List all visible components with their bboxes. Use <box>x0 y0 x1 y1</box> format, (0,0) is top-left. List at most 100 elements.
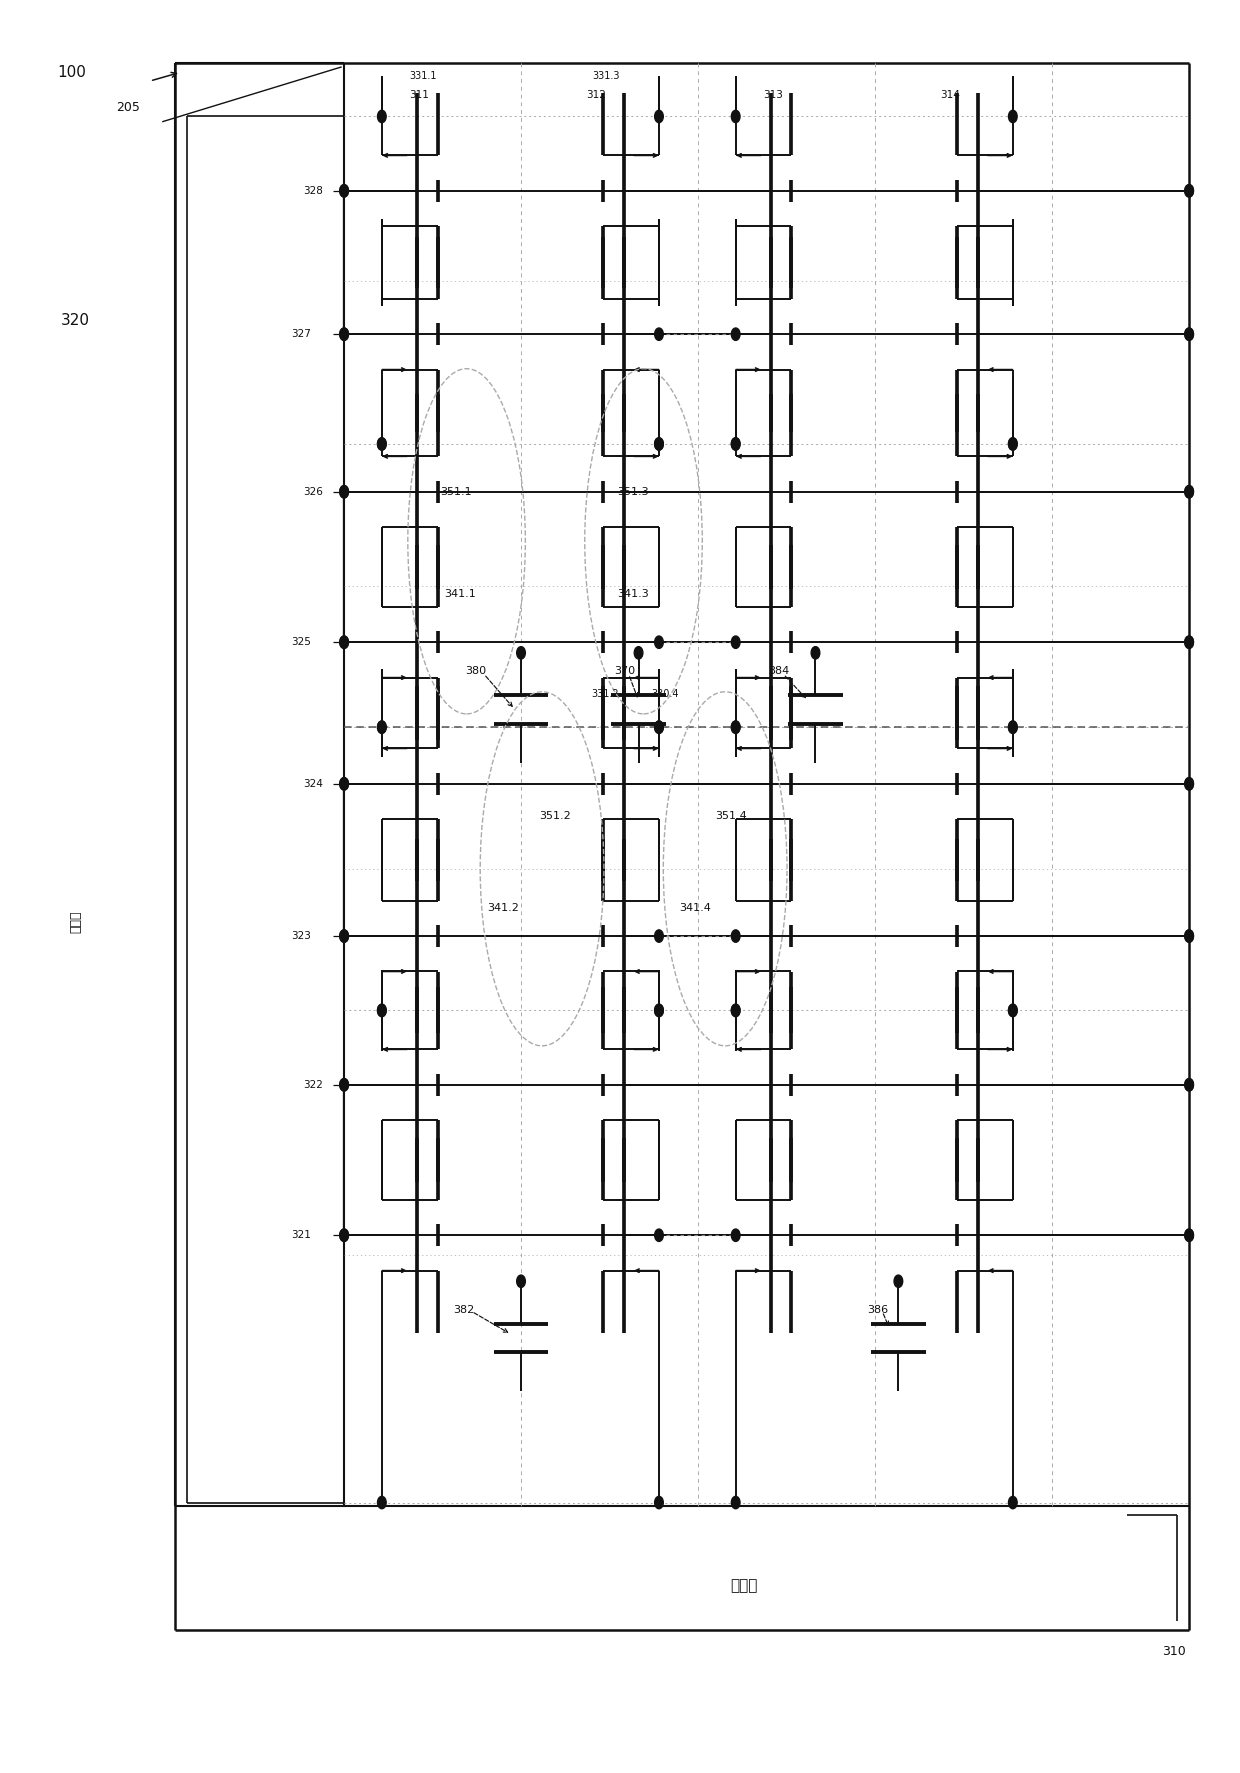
Text: 314: 314 <box>940 90 960 101</box>
Text: 列输出: 列输出 <box>69 911 82 933</box>
Circle shape <box>732 1229 740 1241</box>
Text: 341.3: 341.3 <box>618 589 650 599</box>
Circle shape <box>377 438 386 450</box>
Text: 331.3: 331.3 <box>593 71 620 82</box>
Circle shape <box>340 778 348 791</box>
Circle shape <box>732 637 740 649</box>
Text: 351.3: 351.3 <box>618 488 650 496</box>
Circle shape <box>1008 1004 1017 1016</box>
Circle shape <box>377 438 386 450</box>
Circle shape <box>732 110 740 122</box>
Bar <box>343 1505 1189 1629</box>
Circle shape <box>1184 184 1193 197</box>
Circle shape <box>1184 929 1193 941</box>
Text: 331.2: 331.2 <box>591 688 619 699</box>
Circle shape <box>1008 438 1017 450</box>
Circle shape <box>732 1004 740 1016</box>
Circle shape <box>732 1004 740 1016</box>
Circle shape <box>655 438 663 450</box>
Circle shape <box>340 929 348 941</box>
Circle shape <box>655 1229 663 1241</box>
Circle shape <box>655 1004 663 1016</box>
Text: 310: 310 <box>1162 1645 1185 1658</box>
Circle shape <box>1184 637 1193 649</box>
Circle shape <box>377 1004 386 1016</box>
Text: 386: 386 <box>868 1305 889 1314</box>
Text: 351.4: 351.4 <box>715 810 746 821</box>
Circle shape <box>1184 778 1193 791</box>
Text: 351.1: 351.1 <box>440 488 472 496</box>
Circle shape <box>340 328 348 340</box>
Circle shape <box>377 722 386 734</box>
Text: 205: 205 <box>117 101 140 113</box>
Circle shape <box>732 438 740 450</box>
Circle shape <box>340 486 348 498</box>
Circle shape <box>377 110 386 122</box>
Text: 313: 313 <box>764 90 784 101</box>
Circle shape <box>377 1496 386 1509</box>
Circle shape <box>655 110 663 122</box>
Circle shape <box>340 637 348 649</box>
Circle shape <box>894 1275 903 1287</box>
Text: 330.4: 330.4 <box>651 688 678 699</box>
Bar <box>175 64 343 1505</box>
Circle shape <box>655 438 663 450</box>
Circle shape <box>732 722 740 734</box>
Circle shape <box>1008 722 1017 734</box>
Circle shape <box>732 722 740 734</box>
Circle shape <box>340 1078 348 1090</box>
Circle shape <box>1008 110 1017 122</box>
Circle shape <box>655 637 663 649</box>
Circle shape <box>1184 1078 1193 1090</box>
Circle shape <box>655 722 663 734</box>
Circle shape <box>1184 328 1193 340</box>
Circle shape <box>340 1229 348 1241</box>
Circle shape <box>655 328 663 340</box>
Text: 衬底引: 衬底引 <box>730 1578 758 1594</box>
Circle shape <box>1008 438 1017 450</box>
Text: 328: 328 <box>304 186 324 195</box>
Circle shape <box>340 637 348 649</box>
Circle shape <box>340 184 348 197</box>
Circle shape <box>340 1078 348 1090</box>
Circle shape <box>340 929 348 941</box>
Circle shape <box>517 1275 526 1287</box>
Text: 322: 322 <box>304 1080 324 1090</box>
Circle shape <box>340 778 348 791</box>
Circle shape <box>1008 722 1017 734</box>
Circle shape <box>655 722 663 734</box>
Circle shape <box>1184 778 1193 791</box>
Circle shape <box>732 929 740 941</box>
Circle shape <box>340 184 348 197</box>
Circle shape <box>1184 637 1193 649</box>
Text: 321: 321 <box>291 1230 311 1241</box>
Circle shape <box>1008 1004 1017 1016</box>
Circle shape <box>1184 1078 1193 1090</box>
Circle shape <box>1184 486 1193 498</box>
Text: 100: 100 <box>57 64 86 80</box>
Circle shape <box>732 328 740 340</box>
Circle shape <box>732 438 740 450</box>
Text: 341.2: 341.2 <box>487 902 520 913</box>
Text: 331.1: 331.1 <box>409 71 438 82</box>
Circle shape <box>340 328 348 340</box>
Circle shape <box>655 929 663 941</box>
Circle shape <box>1184 184 1193 197</box>
Circle shape <box>340 1229 348 1241</box>
Text: 326: 326 <box>304 488 324 496</box>
Text: 370: 370 <box>614 665 635 676</box>
Text: 341.1: 341.1 <box>444 589 476 599</box>
Text: 325: 325 <box>291 637 311 647</box>
Text: 324: 324 <box>304 778 324 789</box>
Circle shape <box>517 647 526 660</box>
Circle shape <box>1184 1229 1193 1241</box>
Circle shape <box>811 647 820 660</box>
Text: 380: 380 <box>465 665 486 676</box>
Circle shape <box>377 1004 386 1016</box>
Text: 327: 327 <box>291 330 311 339</box>
Circle shape <box>1184 1229 1193 1241</box>
Text: 311: 311 <box>409 90 429 101</box>
Text: 384: 384 <box>769 665 790 676</box>
Text: 323: 323 <box>291 931 311 941</box>
Text: 320: 320 <box>61 312 89 328</box>
